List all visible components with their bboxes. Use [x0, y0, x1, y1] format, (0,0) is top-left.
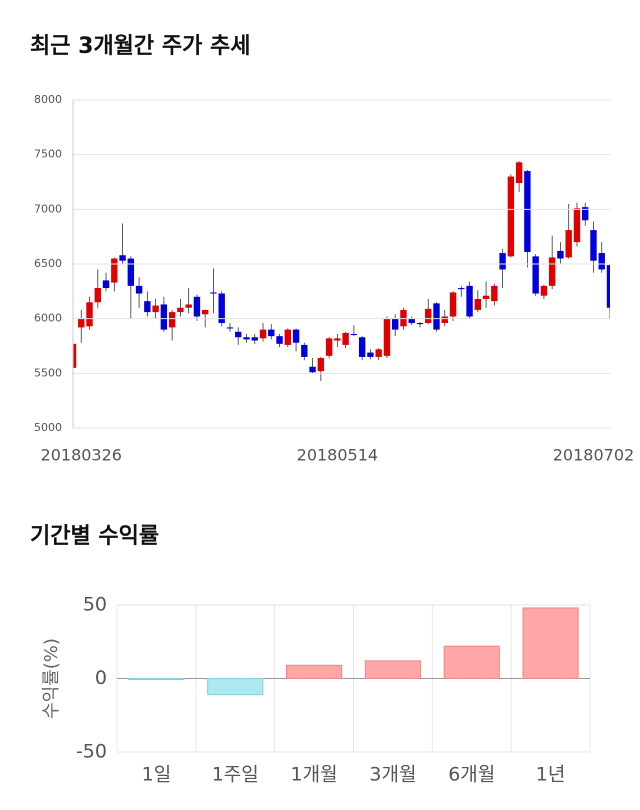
y-tick-label: 7000	[34, 202, 62, 215]
candle-body	[177, 307, 184, 313]
candle-body	[301, 344, 308, 357]
x-tick-label: 20180326	[41, 446, 122, 465]
x-tick-label: 1년	[536, 764, 566, 786]
x-tick-label: 20180514	[297, 446, 378, 465]
y-tick-label: -50	[76, 741, 107, 763]
candle-body	[358, 337, 366, 357]
candle-body	[383, 318, 391, 356]
candle-body	[350, 333, 358, 336]
candle-body	[309, 366, 316, 373]
candle-body	[276, 336, 283, 344]
candle-body	[408, 318, 415, 324]
candle-body	[491, 285, 498, 302]
candle-body	[243, 337, 250, 340]
y-tick-label: 5500	[34, 366, 62, 379]
x-tick-label: 6개월	[448, 764, 495, 786]
candle-body	[317, 358, 325, 372]
candle-body	[193, 296, 201, 317]
candle-body	[582, 207, 589, 221]
candles	[73, 161, 610, 381]
candle-body	[144, 301, 151, 313]
candle-body	[524, 171, 531, 252]
candle-body	[606, 265, 610, 308]
candle-body	[449, 292, 457, 317]
bar	[128, 678, 185, 680]
x-tick-label: 1개월	[291, 764, 338, 786]
candle-body	[78, 318, 85, 328]
candle-body	[119, 255, 126, 261]
candle-body	[458, 288, 465, 290]
x-tick-label: 1일	[142, 764, 172, 786]
candle-body	[548, 257, 556, 286]
candle-body	[598, 253, 605, 270]
chart-title: 기간별 수익률	[30, 524, 159, 549]
candle-body	[474, 298, 482, 310]
candle-body	[466, 285, 473, 317]
candle-body	[425, 308, 432, 324]
candle-body	[540, 285, 548, 296]
y-tick-label: 50	[83, 594, 107, 616]
candle-body	[168, 312, 176, 328]
candle-body	[201, 309, 209, 315]
candle-body	[441, 316, 448, 324]
candle-body	[94, 288, 101, 303]
y-tick-label: 0	[95, 667, 107, 689]
candle-body	[565, 230, 572, 258]
candle-body	[292, 329, 300, 343]
bar	[443, 645, 500, 679]
candle-body	[235, 331, 242, 338]
candle-body	[573, 208, 581, 243]
candle-body	[127, 258, 135, 286]
candle-body	[226, 327, 234, 329]
candle-body	[259, 329, 267, 339]
candle-body	[515, 162, 523, 184]
bar	[522, 607, 579, 679]
candle-body	[152, 305, 159, 313]
x-tick-label: 1주일	[212, 764, 259, 786]
bar	[207, 678, 264, 696]
candle-body	[135, 285, 143, 294]
candle-body	[334, 338, 341, 341]
candle-body	[102, 280, 110, 289]
candle-body	[507, 176, 515, 257]
bar	[285, 664, 343, 680]
y-tick-label: 6000	[34, 312, 62, 325]
y-tick-label: 8000	[34, 93, 62, 106]
candle-body	[482, 295, 490, 299]
candle-body	[325, 338, 333, 356]
candle-body	[400, 309, 407, 327]
candle-body	[367, 352, 374, 357]
candle-body	[160, 304, 168, 330]
y-tick-label: 6500	[34, 257, 62, 270]
candle-body	[342, 332, 349, 345]
candle-body	[73, 343, 77, 368]
candle-body	[268, 329, 275, 337]
candle-body	[557, 250, 564, 259]
x-tick-label: 3개월	[369, 764, 416, 786]
bar	[364, 660, 422, 679]
candle-body	[185, 304, 192, 308]
candle-body	[218, 293, 225, 324]
y-tick-label: 5000	[34, 421, 62, 434]
x-tick-label: 20180702	[553, 446, 634, 465]
candle-body	[416, 323, 424, 325]
candle-body	[210, 292, 217, 294]
chart-title: 최근 3개월간 주가 추세	[30, 34, 250, 59]
candle-body	[590, 230, 597, 261]
y-tick-label: 7500	[34, 148, 62, 161]
candle-body	[251, 337, 258, 341]
candle-body	[284, 329, 291, 345]
candle-body	[499, 253, 506, 270]
candle-body	[392, 318, 399, 330]
candle-body	[111, 258, 118, 283]
candle-body	[86, 302, 93, 327]
y-axis-label: 수익률(%)	[41, 638, 62, 719]
candle-body	[532, 256, 539, 294]
candle-body	[375, 349, 382, 357]
candle-body	[433, 303, 440, 330]
